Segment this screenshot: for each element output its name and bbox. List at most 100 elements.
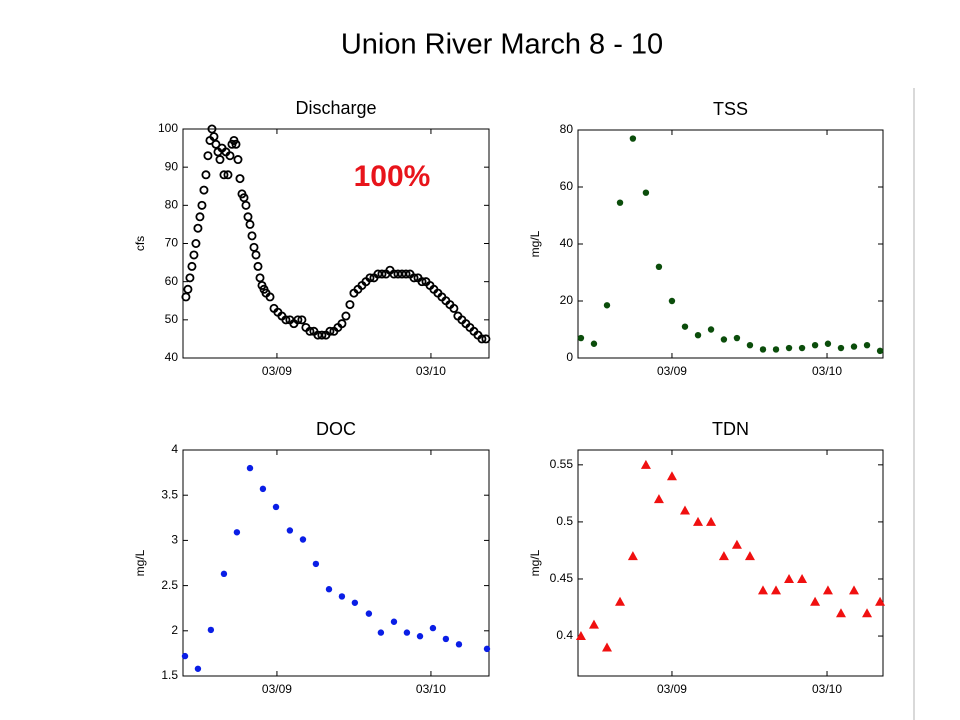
- data-point: [199, 185, 209, 195]
- x-tick-label: 03/10: [416, 364, 446, 378]
- data-point: [194, 665, 202, 672]
- y-axis-label: cfs: [133, 236, 147, 251]
- data-point: [416, 633, 424, 640]
- data-point: [305, 326, 315, 336]
- y-tick-label: 50: [165, 312, 179, 326]
- data-point: [281, 315, 291, 325]
- data-point: [601, 642, 612, 652]
- data-point: [247, 231, 257, 241]
- data-point: [653, 494, 664, 504]
- data-point: [223, 170, 233, 180]
- data-point: [449, 303, 459, 313]
- x-tick-label: 03/10: [416, 682, 446, 696]
- data-point: [442, 635, 450, 643]
- y-tick-label: 0.4: [556, 628, 573, 642]
- data-point: [784, 573, 795, 583]
- data-point: [233, 155, 243, 165]
- data-point: [377, 629, 385, 636]
- data-point: [365, 273, 375, 283]
- data-point: [197, 200, 207, 210]
- data-point: [209, 132, 219, 142]
- y-tick-label: 40: [560, 236, 574, 250]
- data-point: [759, 346, 767, 353]
- data-point: [797, 573, 808, 583]
- data-point: [191, 238, 201, 248]
- chart-title: TDN: [712, 419, 749, 439]
- data-point: [746, 341, 754, 349]
- x-tick-label: 03/09: [657, 682, 687, 696]
- data-point: [862, 608, 873, 618]
- data-point: [629, 135, 637, 142]
- data-point: [616, 199, 624, 206]
- data-point: [615, 596, 626, 606]
- data-point: [588, 619, 599, 629]
- data-point: [640, 459, 651, 469]
- x-tick-label: 03/10: [812, 682, 842, 696]
- y-tick-label: 40: [165, 350, 179, 364]
- y-tick-label: 80: [165, 198, 179, 212]
- data-point: [225, 151, 235, 161]
- y-tick-label: 60: [165, 274, 179, 288]
- data-point: [733, 334, 741, 342]
- y-axis-label: mg/L: [133, 549, 147, 576]
- data-point: [785, 344, 793, 352]
- data-point: [718, 551, 729, 561]
- data-point: [810, 596, 821, 606]
- data-point: [822, 585, 833, 595]
- y-tick-label: 0.55: [550, 457, 574, 471]
- data-point: [207, 626, 215, 634]
- data-point: [337, 319, 347, 329]
- data-point: [239, 193, 249, 203]
- data-point: [481, 334, 491, 344]
- data-point: [666, 471, 677, 481]
- data-point: [577, 334, 585, 342]
- data-point: [575, 631, 586, 641]
- chart-title: TSS: [713, 99, 748, 119]
- data-point: [798, 344, 806, 352]
- data-point: [325, 326, 335, 336]
- x-tick-label: 03/09: [262, 364, 292, 378]
- data-point: [272, 503, 280, 511]
- data-point: [243, 212, 253, 222]
- x-tick-label: 03/10: [812, 364, 842, 378]
- data-point: [246, 464, 254, 472]
- data-point: [351, 599, 359, 606]
- y-tick-label: 2: [171, 623, 178, 637]
- data-point: [185, 273, 195, 283]
- data-point: [771, 585, 782, 595]
- data-point: [181, 292, 191, 302]
- data-point: [390, 618, 398, 625]
- data-point: [603, 302, 611, 309]
- data-point: [757, 585, 768, 595]
- data-point: [679, 505, 690, 515]
- y-tick-label: 100: [158, 121, 178, 135]
- data-point: [293, 315, 303, 325]
- data-point: [183, 284, 193, 294]
- chart-title: Discharge: [295, 98, 376, 118]
- data-point: [251, 250, 261, 260]
- data-point: [195, 212, 205, 222]
- data-point: [401, 269, 411, 279]
- data-point: [455, 641, 463, 648]
- data-point: [249, 242, 259, 252]
- data-point: [233, 529, 241, 536]
- y-tick-label: 90: [165, 159, 179, 173]
- data-point: [477, 334, 487, 344]
- data-point: [365, 610, 373, 617]
- data-point: [265, 292, 275, 302]
- plot-frame: [577, 449, 884, 677]
- data-point: [849, 585, 860, 595]
- data-point: [286, 527, 294, 534]
- data-point: [245, 219, 255, 229]
- data-point: [824, 340, 832, 347]
- data-point: [590, 340, 598, 347]
- y-tick-label: 60: [560, 179, 574, 193]
- y-tick-label: 3.5: [161, 487, 178, 501]
- data-point: [837, 344, 845, 352]
- chart-title: DOC: [316, 419, 356, 439]
- data-point: [241, 200, 251, 210]
- y-axis-label: mg/L: [528, 549, 542, 576]
- data-point: [325, 586, 333, 593]
